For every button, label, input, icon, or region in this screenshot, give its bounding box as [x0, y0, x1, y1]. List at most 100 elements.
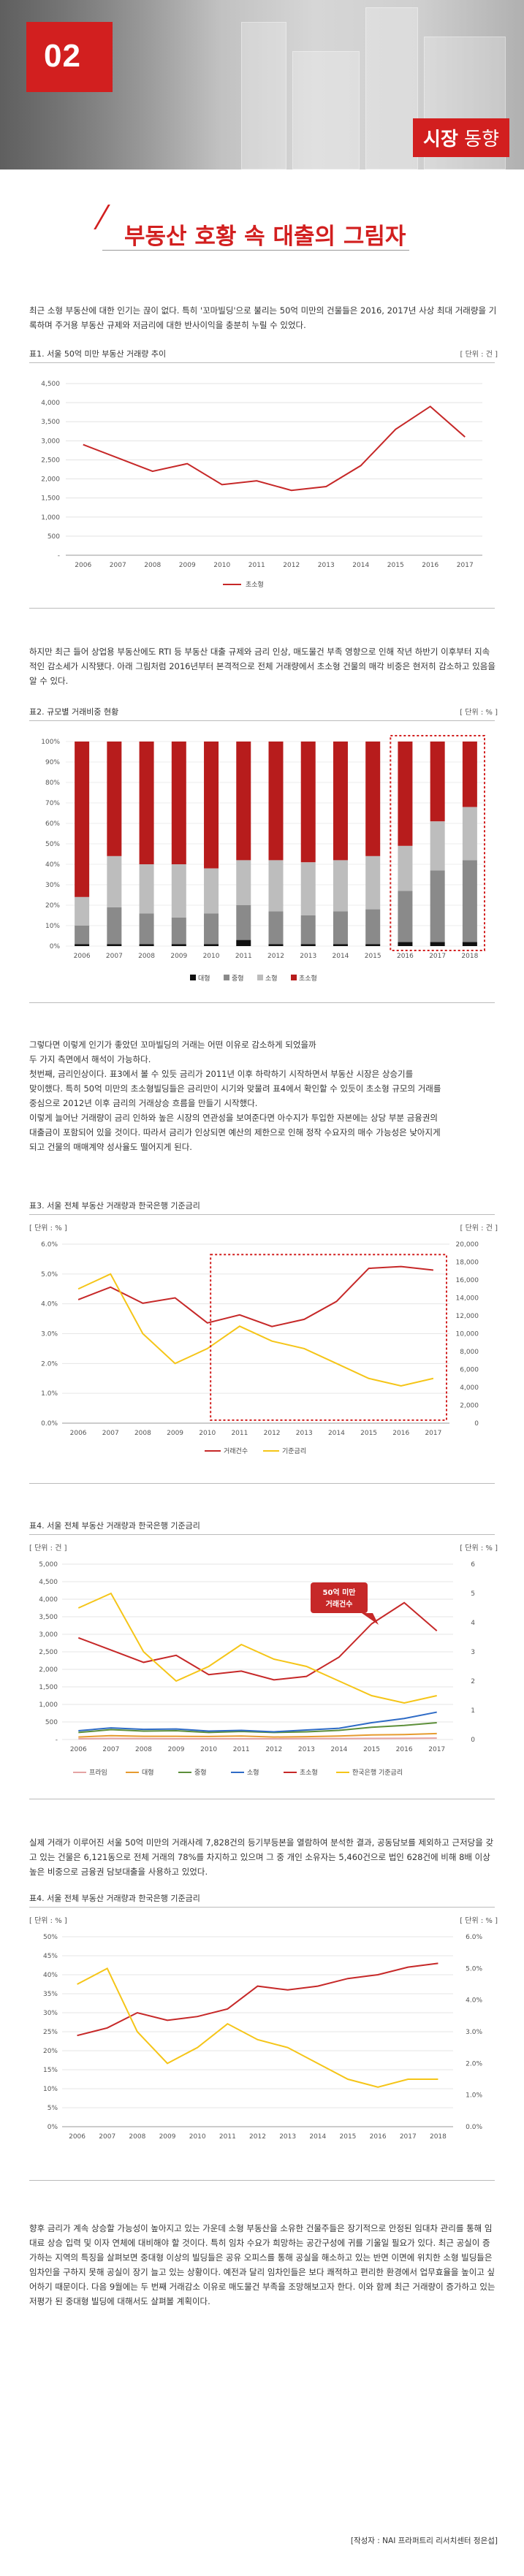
y-left-tick-label: 1,000	[39, 1702, 58, 1709]
y-right-tick-label: 16,000	[456, 1277, 479, 1284]
x-tick-label: 2013	[279, 2133, 296, 2141]
x-tick-label: 2014	[352, 562, 369, 569]
para3-line: 그렇다면 이렇게 인기가 좋았던 꼬마빌딩의 거래는 어떤 이유로 감소하게 되…	[29, 1040, 316, 1050]
header-banner: 02 시장 동향	[0, 0, 524, 169]
series-line-기준금리	[77, 1967, 438, 2088]
bar-segment-초소형	[236, 742, 251, 861]
fig2-bottom-rule	[29, 1002, 495, 1003]
x-tick-label: 2018	[430, 2133, 447, 2141]
fig3-unit-left: [ 단위 : % ]	[29, 1224, 67, 1232]
y-left-tick-label: 4,500	[39, 1579, 58, 1586]
x-tick-label: 2011	[231, 1430, 248, 1437]
y-tick-label: 70%	[45, 800, 60, 807]
para3: 그렇다면 이렇게 인기가 좋았던 꼬마빌딩의 거래는 어떤 이유로 감소하게 되…	[29, 1037, 497, 1154]
y-left-tick-label: 35%	[43, 1991, 58, 1998]
para5: 향후 금리가 계속 상승할 가능성이 높아지고 있는 가운데 소형 부동산을 소…	[29, 2223, 495, 2306]
bar-segment-대형	[107, 944, 122, 946]
series-line-기준금리	[77, 1273, 434, 1387]
legend-label: 대형	[198, 975, 210, 983]
series-line-초소형	[83, 405, 466, 492]
x-tick-label: 2007	[106, 953, 123, 960]
bar-segment-대형	[268, 944, 284, 946]
bar-segment-소형	[462, 807, 477, 861]
x-tick-label: 2016	[422, 562, 438, 569]
series-line-중형	[78, 1721, 437, 1734]
bar-segment-초소형	[430, 742, 445, 822]
x-tick-label: 2017	[400, 2133, 417, 2141]
bar-segment-초소형	[365, 742, 381, 856]
x-tick-label: 2007	[102, 1746, 119, 1753]
x-tick-label: 2016	[396, 1746, 413, 1753]
series-line-소형	[78, 1711, 437, 1733]
article-heading: 부동산 호황 속 대출의 그림자	[124, 224, 406, 250]
y-left-tick-label: 2,500	[39, 1649, 58, 1656]
bar-segment-소형	[107, 856, 122, 907]
y-right-tick-label: 10,000	[456, 1331, 479, 1338]
series-line-프라임	[78, 1737, 437, 1740]
y-right-tick-label: 0.0%	[466, 2124, 482, 2131]
legend-label: 중형	[232, 975, 244, 983]
bar-segment-중형	[268, 911, 284, 945]
bar-segment-대형	[333, 944, 348, 946]
highlight-box	[390, 735, 485, 951]
x-tick-label: 2014	[333, 953, 349, 960]
x-tick-label: 2008	[134, 1430, 151, 1437]
y-left-tick-label: 3.0%	[41, 1331, 58, 1338]
series-line-거래건수	[77, 1265, 434, 1327]
x-tick-label: 2015	[360, 1430, 377, 1437]
y-left-tick-label: 10%	[43, 2086, 58, 2093]
bar-segment-중형	[430, 870, 445, 942]
x-tick-label: 2011	[233, 1746, 250, 1753]
x-tick-label: 2015	[340, 2133, 357, 2141]
callout-pointer	[362, 1613, 379, 1625]
fig1-top-rule	[29, 362, 495, 363]
callout-line1: 50억 미만	[323, 1588, 357, 1597]
y-right-tick-label: 4,000	[460, 1384, 479, 1392]
x-tick-label: 2012	[264, 1430, 281, 1437]
para3-line: 맞이했다. 특히 50억 미만의 초소형빌딩들은 금리만이 시기와 맞물려 표4…	[29, 1083, 441, 1094]
x-tick-label: 2008	[135, 1746, 152, 1753]
y-left-tick-label: 45%	[43, 1953, 58, 1960]
y-left-tick-label: 2,000	[39, 1666, 58, 1674]
bar-segment-중형	[398, 891, 413, 942]
y-tick-label: 0%	[50, 943, 61, 950]
fig3-bottom-rule	[29, 1483, 495, 1484]
y-right-tick-label: 14,000	[456, 1295, 479, 1303]
series-line-초소형	[77, 1601, 438, 1681]
legend-label: 기준금리	[282, 1447, 306, 1455]
section-title-bold: 시장	[423, 129, 458, 150]
x-tick-label: 2006	[70, 1746, 87, 1753]
x-tick-label: 2010	[200, 1746, 217, 1753]
legend-label: 한국은행 기준금리	[352, 1768, 403, 1777]
y-tick-label: 40%	[45, 861, 60, 869]
y-tick-label: 50%	[45, 841, 60, 848]
legend-swatch	[291, 975, 297, 980]
x-tick-label: 2017	[425, 1430, 441, 1437]
bar-segment-중형	[139, 913, 154, 945]
bar-segment-중형	[236, 905, 251, 940]
y-right-tick-label: 20,000	[456, 1241, 479, 1249]
fig4-unit-left: [ 단위 : 건 ]	[29, 1544, 67, 1552]
fig5-unit-left: [ 단위 : % ]	[29, 1917, 67, 1925]
legend-label: 중형	[194, 1769, 207, 1777]
y-tick-label: 60%	[45, 820, 60, 828]
y-right-tick-label: 6.0%	[466, 1934, 482, 1941]
para3-line: 대출금이 포함되어 있을 것이다. 따라서 금리가 인상되면 예산의 제한으로 …	[29, 1127, 441, 1138]
legend-label: 대형	[142, 1769, 154, 1777]
author-credit: [작성자 : NAI 프라퍼트리 리서치센터 정은섭]	[350, 2537, 498, 2545]
x-tick-label: 2012	[265, 1746, 282, 1753]
bar-segment-초소형	[462, 742, 477, 807]
section-number: 02	[44, 38, 81, 74]
bar-segment-대형	[236, 940, 251, 946]
x-tick-label: 2009	[179, 562, 196, 569]
y-right-tick-label: 0	[474, 1420, 479, 1428]
article-heading-block: 부동산 호황 속 대출의 그림자	[0, 205, 524, 263]
x-tick-label: 2010	[213, 562, 230, 569]
x-tick-label: 2006	[70, 1430, 87, 1437]
x-tick-label: 2014	[331, 1746, 348, 1753]
x-tick-label: 2009	[159, 2133, 176, 2141]
legend-label: 초소형	[299, 975, 317, 983]
x-tick-label: 2017	[428, 1746, 445, 1753]
x-tick-label: 2013	[296, 1430, 313, 1437]
bar-segment-소형	[139, 864, 154, 914]
